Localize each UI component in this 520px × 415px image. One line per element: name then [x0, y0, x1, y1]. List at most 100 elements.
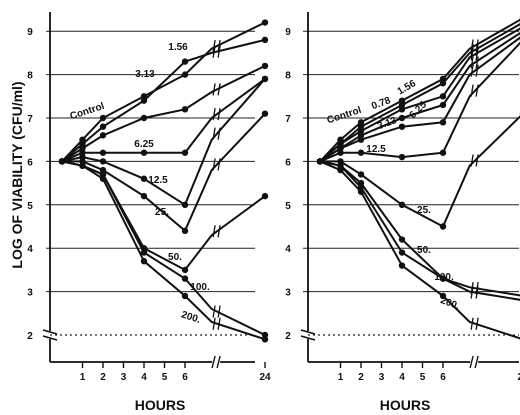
- data-point: [357, 171, 365, 178]
- data-point: [181, 227, 189, 235]
- data-point: [181, 201, 189, 208]
- y-tick-label: 3: [27, 288, 33, 299]
- series-label: 100.: [434, 272, 454, 283]
- series-label: 1.56: [168, 42, 188, 53]
- y-tick-label: 4: [27, 244, 33, 255]
- data-point: [261, 75, 269, 83]
- y-tick-label: 9: [27, 27, 33, 38]
- curve-break-mark: [212, 158, 221, 171]
- curve-break-mark: [212, 39, 221, 53]
- series-label: 3.13: [135, 69, 155, 80]
- x-tick-label: 3: [379, 372, 385, 383]
- data-point: [79, 162, 86, 169]
- curve-break-mark: [212, 127, 221, 140]
- x-tick-label: 24: [259, 372, 271, 383]
- series-label: 25.: [155, 207, 169, 218]
- right-panel: HOURS 2345678912345624Control0.781.563.1…: [285, 12, 520, 413]
- curve-break-mark: [212, 83, 221, 96]
- series-3_13: 3.13: [58, 62, 269, 165]
- series-200: 200.: [58, 158, 269, 343]
- x-tick-label: 6: [182, 372, 188, 383]
- curve-break-mark: [212, 225, 221, 238]
- data-point: [439, 119, 447, 126]
- series-label: 0.78: [370, 95, 392, 112]
- curve-break-mark: [470, 286, 479, 299]
- data-point: [439, 149, 447, 156]
- series-6_25: 6.25: [58, 75, 269, 165]
- data-point: [398, 236, 406, 243]
- data-point: [261, 336, 269, 343]
- x-tick-label: 4: [399, 372, 405, 383]
- series-12_5: 12.5: [58, 75, 269, 208]
- data-point: [398, 153, 406, 161]
- y-axis-break-mark: [300, 329, 316, 335]
- curve-break-mark: [470, 84, 479, 97]
- curve-break-mark: [470, 56, 479, 69]
- y-tick-label: 8: [285, 71, 291, 82]
- data-point: [439, 275, 447, 282]
- data-point: [398, 249, 406, 256]
- data-point: [398, 106, 406, 113]
- series-200: 200.: [316, 158, 520, 341]
- data-point: [140, 97, 148, 104]
- series-line: [61, 160, 266, 341]
- y-tick-label: 5: [285, 201, 291, 212]
- data-point: [181, 275, 189, 282]
- curve-break-mark: [470, 317, 479, 330]
- data-point: [261, 19, 269, 26]
- y-tick-label: 7: [285, 114, 291, 125]
- x-tick-label: 24: [517, 372, 520, 383]
- data-point: [181, 106, 189, 113]
- x-tick-label: 1: [80, 372, 86, 383]
- data-point: [439, 223, 447, 230]
- curve-break-mark: [470, 48, 479, 61]
- y-tick-label: 4: [285, 244, 291, 255]
- series-12_5: 12.5: [316, 38, 520, 165]
- left-panel: LOG OF VIABILITY (CFU/ml) HOURS 2 3 4 5 6 7 8 9…: [9, 12, 271, 413]
- y-axis-break-mark: [42, 335, 58, 341]
- data-point: [337, 149, 344, 156]
- data-point: [439, 292, 447, 300]
- data-point: [99, 114, 107, 122]
- x-axis-title: HOURS: [380, 397, 431, 413]
- data-point: [398, 123, 406, 130]
- series-line: [61, 78, 266, 163]
- data-point: [181, 292, 189, 300]
- curve-break-mark: [212, 107, 221, 121]
- data-point: [140, 114, 148, 122]
- data-point: [140, 175, 148, 182]
- curve-break-mark: [470, 64, 479, 77]
- data-point: [140, 258, 148, 265]
- series-label: 50.: [168, 252, 182, 263]
- series-label: 100.: [190, 282, 210, 293]
- data-point: [398, 201, 406, 208]
- y-tick-label: 2: [27, 331, 33, 342]
- series-label: Control: [326, 105, 363, 127]
- series-25: 25.: [58, 110, 269, 235]
- data-point: [181, 71, 189, 78]
- series-Control: Control: [316, 17, 520, 165]
- data-point: [439, 80, 447, 87]
- x-tick-label: 6: [440, 372, 446, 383]
- y-tick-label: 6: [27, 157, 33, 168]
- curve-break-mark: [212, 317, 221, 330]
- series-label: 12.5: [148, 175, 168, 186]
- data-point: [357, 136, 365, 143]
- series-label: 6.25: [134, 139, 154, 150]
- data-point: [181, 266, 189, 274]
- series-label: 200.: [439, 295, 461, 312]
- data-point: [140, 192, 148, 200]
- x-tick-label: 1: [338, 372, 344, 383]
- data-point: [439, 93, 447, 100]
- curve-break-mark: [470, 154, 479, 167]
- series-label: 200.: [180, 309, 202, 326]
- x-tick-label: 2: [358, 372, 364, 383]
- x-tick-label: 4: [141, 372, 147, 383]
- data-point: [99, 175, 107, 182]
- x-axis-title: HOURS: [135, 397, 186, 413]
- x-tick-label: 2: [100, 372, 106, 383]
- series-line: [61, 21, 266, 163]
- data-point: [316, 158, 324, 165]
- data-point: [181, 149, 189, 156]
